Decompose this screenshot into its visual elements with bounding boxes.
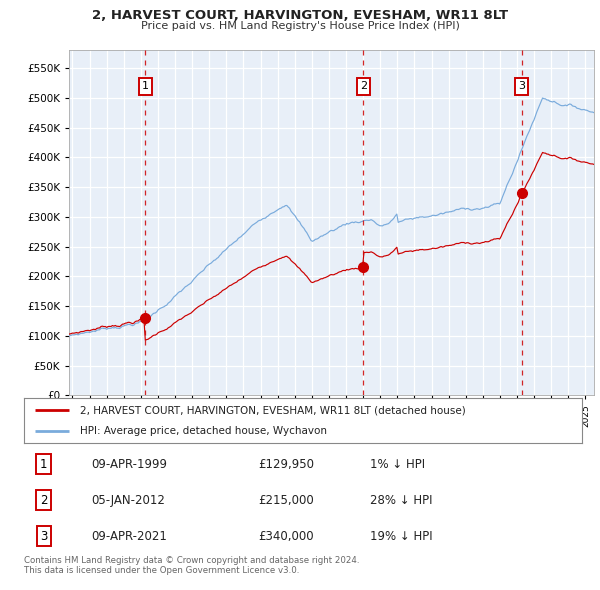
- Text: 2, HARVEST COURT, HARVINGTON, EVESHAM, WR11 8LT: 2, HARVEST COURT, HARVINGTON, EVESHAM, W…: [92, 9, 508, 22]
- Text: 1% ↓ HPI: 1% ↓ HPI: [370, 457, 425, 470]
- Text: 09-APR-2021: 09-APR-2021: [91, 530, 167, 543]
- Text: 3: 3: [518, 81, 525, 91]
- Text: 1: 1: [40, 457, 47, 470]
- Text: 05-JAN-2012: 05-JAN-2012: [91, 493, 165, 507]
- Text: 2, HARVEST COURT, HARVINGTON, EVESHAM, WR11 8LT (detached house): 2, HARVEST COURT, HARVINGTON, EVESHAM, W…: [80, 405, 466, 415]
- Text: HPI: Average price, detached house, Wychavon: HPI: Average price, detached house, Wych…: [80, 425, 327, 435]
- Text: 2: 2: [360, 81, 367, 91]
- Text: 1: 1: [142, 81, 149, 91]
- Text: Contains HM Land Registry data © Crown copyright and database right 2024.
This d: Contains HM Land Registry data © Crown c…: [24, 556, 359, 575]
- Text: 3: 3: [40, 530, 47, 543]
- Text: 28% ↓ HPI: 28% ↓ HPI: [370, 493, 433, 507]
- Text: 19% ↓ HPI: 19% ↓ HPI: [370, 530, 433, 543]
- Text: 09-APR-1999: 09-APR-1999: [91, 457, 167, 470]
- Text: 2: 2: [40, 493, 47, 507]
- Text: £340,000: £340,000: [259, 530, 314, 543]
- Text: Price paid vs. HM Land Registry's House Price Index (HPI): Price paid vs. HM Land Registry's House …: [140, 21, 460, 31]
- Text: £215,000: £215,000: [259, 493, 314, 507]
- Text: £129,950: £129,950: [259, 457, 314, 470]
